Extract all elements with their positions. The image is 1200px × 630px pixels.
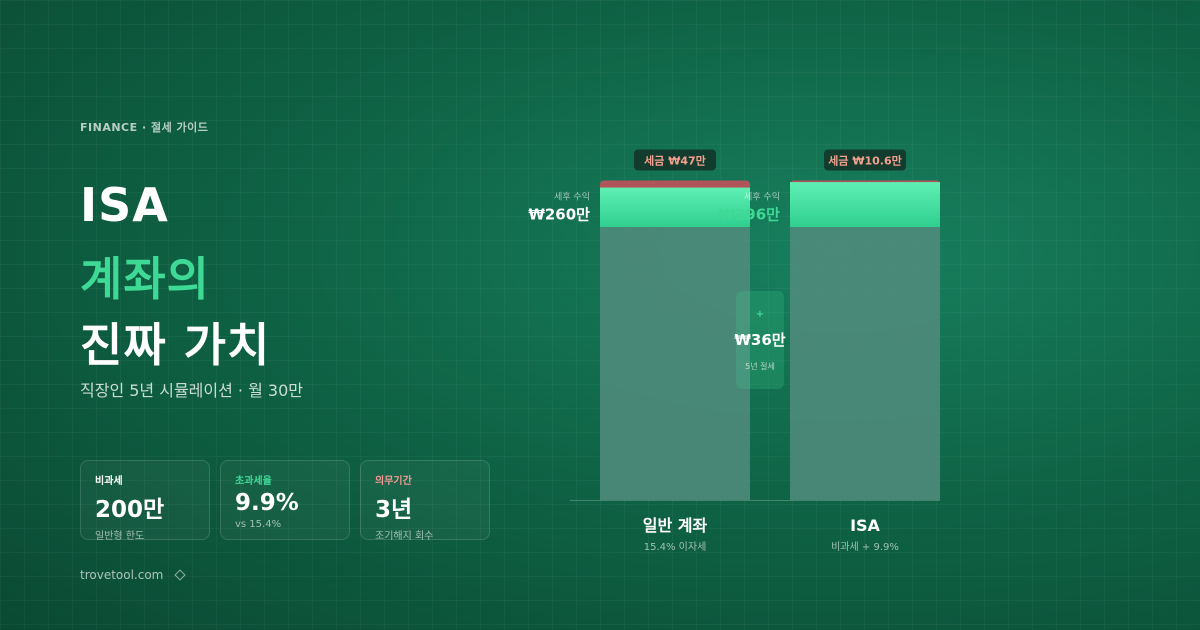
difference-value: ₩36만 <box>734 331 785 349</box>
title-line-3: 진짜 가치 <box>80 318 271 372</box>
bar-segment-return <box>790 182 940 228</box>
stat-label: 초과세율 <box>235 476 272 487</box>
bar-segment-principal <box>600 227 750 500</box>
stat-sub: 조기해지 회수 <box>375 531 434 542</box>
return-caption: 세후 수익 <box>744 191 780 203</box>
stat-label: 비과세 <box>95 476 123 487</box>
stat-card-tax-free: 비과세 200만 일반형 한도 <box>80 460 210 542</box>
tax-badge <box>634 149 716 171</box>
title-line-2: 계좌의 <box>80 252 210 306</box>
stat-sub: vs 15.4% <box>235 519 282 530</box>
difference-box <box>736 291 784 389</box>
plus-icon: + <box>756 309 764 320</box>
tax-badge-label: 세금 ₩47만 <box>644 153 706 167</box>
bar-segment-principal <box>790 227 940 500</box>
tax-badge <box>824 149 906 171</box>
tax-badge-label: 세금 ₩10.6만 <box>828 154 901 168</box>
stat-label: 의무기간 <box>375 476 412 487</box>
difference-caption: 5년 절세 <box>745 361 775 371</box>
return-value-label: ₩296만 <box>718 206 780 224</box>
stat-value: 200만 <box>95 497 165 523</box>
category-label: ISA <box>850 516 880 535</box>
title-line-1: ISA <box>80 178 169 232</box>
stat-card-excess-rate: 초과세율 9.9% vs 15.4% <box>220 460 350 540</box>
stat-value: 3년 <box>375 497 413 523</box>
eyebrow-label: FINANCE · 절세 가이드 <box>80 121 209 134</box>
stat-value: 9.9% <box>235 490 299 516</box>
stat-card-mandatory-period: 의무기간 3년 조기해지 회수 <box>360 460 490 542</box>
footer-site[interactable]: trovetool.com <box>80 568 164 582</box>
page-subtitle: 직장인 5년 시뮬레이션 · 월 30만 <box>80 381 303 400</box>
category-sublabel: 비과세 + 9.9% <box>831 541 899 553</box>
return-value-label: ₩260만 <box>528 205 590 223</box>
bar-segment-return <box>600 187 750 228</box>
category-sublabel: 15.4% 이자세 <box>644 541 707 553</box>
stat-sub: 일반형 한도 <box>95 531 145 542</box>
category-label: 일반 계좌 <box>643 516 708 535</box>
return-caption: 세후 수익 <box>554 190 590 202</box>
